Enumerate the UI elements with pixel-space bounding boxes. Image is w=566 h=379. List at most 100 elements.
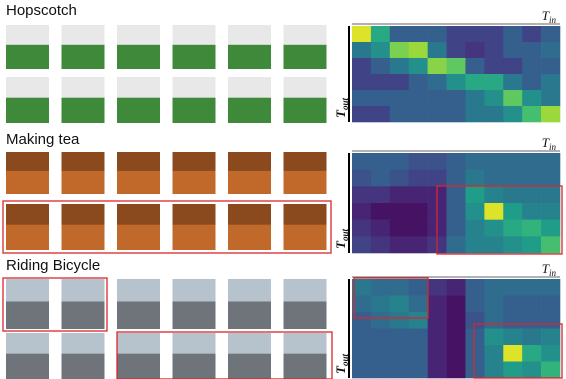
heatmap-cell: [352, 345, 371, 362]
heatmap-cell: [503, 90, 522, 106]
heatmap-cell: [522, 90, 541, 106]
heatmap-cell: [465, 90, 484, 106]
heatmap-cell: [522, 312, 541, 329]
heatmap-cell: [503, 345, 522, 362]
panel-title: Riding Bicycle: [6, 257, 100, 274]
heatmap-cell: [541, 186, 560, 203]
video-frame-ground: [228, 45, 271, 69]
video-frame-ground: [173, 225, 216, 250]
y-axis-label-sub: out: [340, 229, 350, 242]
heatmap-cell: [390, 170, 409, 187]
heatmap-cell: [465, 220, 484, 237]
heatmap-cell: [484, 170, 503, 187]
heatmap-cell: [503, 329, 522, 346]
heatmap-cell: [352, 279, 371, 296]
heatmap-cell: [352, 26, 371, 42]
heatmap-cell: [352, 74, 371, 90]
heatmap-cell: [541, 329, 560, 346]
heatmap-cell: [371, 312, 390, 329]
heatmap-cell: [447, 203, 466, 220]
video-frame-ground: [117, 171, 160, 194]
heatmap-cell: [409, 58, 428, 74]
heatmap-cell: [447, 296, 466, 313]
video-frame-ground: [284, 225, 327, 250]
heatmap-cell: [352, 186, 371, 203]
video-frame-ground: [62, 98, 105, 123]
video-frame-ground: [228, 354, 271, 379]
heatmap-cell: [541, 236, 560, 253]
video-frame-ground: [284, 354, 327, 379]
video-frame-ground: [117, 354, 160, 379]
video-frame-ground: [6, 171, 49, 194]
heatmap-cell: [522, 153, 541, 170]
heatmap-cell: [541, 90, 560, 106]
heatmap-cell: [484, 58, 503, 74]
video-frame-ground: [6, 45, 49, 69]
video-frame-ground: [117, 302, 160, 330]
heatmap-cell: [447, 26, 466, 42]
panel-title: Hopscotch: [6, 2, 77, 19]
heatmap-cell: [484, 74, 503, 90]
video-frame-ground: [62, 45, 105, 69]
heatmap-cell: [541, 220, 560, 237]
heatmap-cell: [352, 329, 371, 346]
heatmap-cell: [541, 279, 560, 296]
heatmap-cell: [484, 312, 503, 329]
video-frame-ground: [228, 302, 271, 330]
heatmap-cell: [409, 312, 428, 329]
heatmap-cell: [484, 153, 503, 170]
heatmap-cell: [352, 153, 371, 170]
heatmap-cell: [428, 58, 447, 74]
video-frame-ground: [284, 302, 327, 330]
heatmap-cell: [503, 186, 522, 203]
heatmap-cell: [428, 362, 447, 379]
heatmap-cell: [409, 186, 428, 203]
heatmap-cell: [352, 170, 371, 187]
heatmap-cell: [428, 296, 447, 313]
heatmap-cell: [465, 345, 484, 362]
heatmap-cell: [503, 279, 522, 296]
heatmap-cell: [522, 203, 541, 220]
heatmap-cell: [503, 42, 522, 58]
heatmap-cell: [503, 203, 522, 220]
video-frame-ground: [173, 171, 216, 194]
heatmap-cell: [390, 329, 409, 346]
heatmap-cell: [522, 220, 541, 237]
heatmap-cell: [352, 42, 371, 58]
heatmap-cell: [428, 170, 447, 187]
heatmap-cell: [484, 26, 503, 42]
heatmap-cell: [503, 362, 522, 379]
heatmap-cell: [522, 279, 541, 296]
heatmap-cell: [447, 186, 466, 203]
video-frame-ground: [173, 354, 216, 379]
x-axis-label: Tin: [542, 135, 557, 152]
heatmap-cell: [371, 279, 390, 296]
heatmap-cell: [409, 236, 428, 253]
heatmap-cell: [428, 345, 447, 362]
highlight-box: [3, 201, 331, 253]
heatmap-cell: [390, 58, 409, 74]
y-axis-label-sub: out: [340, 98, 350, 111]
heatmap-cell: [522, 42, 541, 58]
heatmap-cell: [484, 90, 503, 106]
heatmap-cell: [371, 329, 390, 346]
video-frame-ground: [173, 45, 216, 69]
heatmap-cell: [541, 170, 560, 187]
heatmap-cell: [390, 220, 409, 237]
heatmap-cell: [541, 74, 560, 90]
heatmap-cell: [352, 203, 371, 220]
heatmap-cell: [522, 186, 541, 203]
heatmap-cell: [409, 170, 428, 187]
heatmap-cell: [371, 153, 390, 170]
heatmap-cell: [371, 42, 390, 58]
heatmap-cell: [371, 58, 390, 74]
heatmap-cell: [352, 236, 371, 253]
heatmap-cell: [352, 220, 371, 237]
heatmap-cell: [484, 279, 503, 296]
heatmap-cell: [428, 329, 447, 346]
heatmap-cell: [371, 362, 390, 379]
heatmap-cell: [390, 74, 409, 90]
heatmap-cell: [465, 236, 484, 253]
heatmap-cell: [447, 74, 466, 90]
heatmap-cell: [371, 186, 390, 203]
